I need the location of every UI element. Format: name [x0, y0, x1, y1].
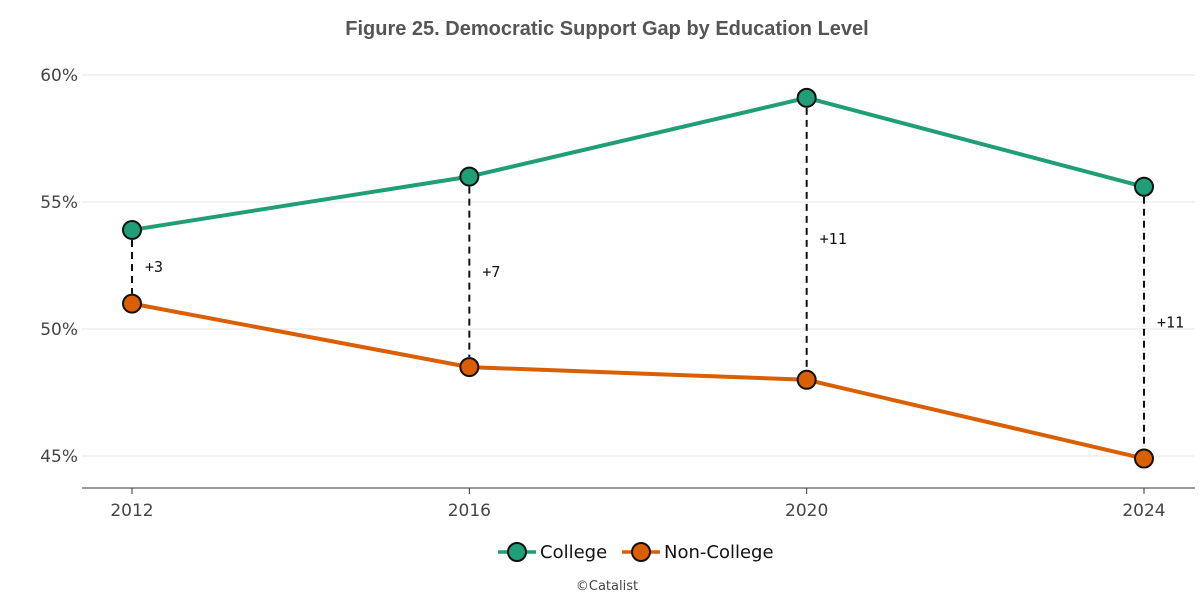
- x-tick-label: 2016: [448, 501, 491, 521]
- y-tick-label: 60%: [40, 66, 78, 86]
- data-point-non-college: [796, 369, 817, 390]
- legend-label-non-college: Non-College: [664, 542, 774, 563]
- x-tick-label: 2020: [785, 501, 828, 521]
- gap-label: +11: [820, 230, 847, 248]
- legend: College Non-College: [498, 542, 774, 563]
- y-tick-label: 55%: [40, 193, 78, 213]
- chart-title: Figure 25. Democratic Support Gap by Edu…: [345, 18, 868, 40]
- y-tick-label: 50%: [40, 320, 78, 340]
- legend-label-college: College: [540, 542, 607, 563]
- gap-annotations: +3 +7 +11 +11: [131, 107, 1184, 449]
- gridlines: [82, 74, 1195, 457]
- legend-item-college: College: [498, 542, 607, 563]
- legend-marker-college: [507, 542, 527, 562]
- gap-label: +3: [145, 258, 163, 276]
- y-tick-label: 45%: [40, 447, 78, 467]
- legend-marker-non-college: [631, 542, 651, 562]
- data-point-non-college: [122, 293, 142, 314]
- data-point-non-college: [1134, 448, 1154, 469]
- y-axis-ticks: 45% 50% 55% 60%: [40, 66, 78, 467]
- data-point-college: [122, 219, 142, 240]
- data-point-college: [796, 87, 817, 108]
- series-line-college: [131, 95, 1145, 232]
- gap-label: +7: [482, 263, 500, 281]
- x-axis-ticks: 2012 2016 2020 2024: [110, 488, 1166, 521]
- x-tick-label: 2024: [1122, 501, 1165, 521]
- data-point-non-college: [459, 357, 480, 378]
- series-line-non-college: [131, 301, 1145, 461]
- data-point-college: [1134, 176, 1154, 197]
- credit: ©Catalist: [576, 579, 638, 594]
- gap-label: +11: [1157, 314, 1184, 332]
- data-point-college: [459, 166, 480, 187]
- data-points: [122, 87, 1154, 469]
- x-tick-label: 2012: [110, 501, 153, 521]
- legend-item-non-college: Non-College: [622, 542, 774, 563]
- series-lines: [131, 95, 1145, 461]
